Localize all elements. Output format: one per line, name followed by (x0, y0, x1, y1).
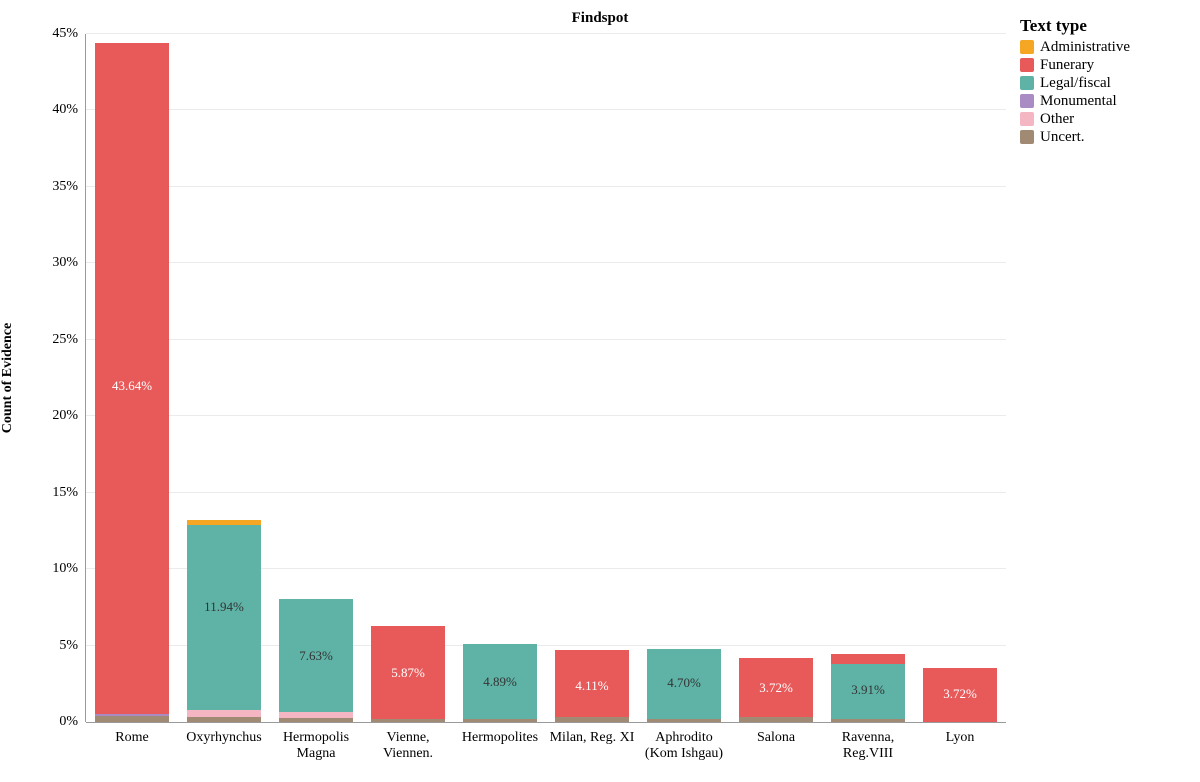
bar-stack (187, 520, 261, 722)
legend-swatch (1020, 130, 1034, 144)
bar-segment (739, 658, 813, 718)
chart-container: Findspot Count of Evidence 0%5%10%15%20%… (0, 0, 1200, 782)
y-axis-title: Count of Evidence (0, 323, 16, 433)
bar-segment (831, 664, 905, 719)
legend-swatch (1020, 76, 1034, 90)
bar-segment (463, 719, 537, 722)
bar-stack (555, 650, 629, 722)
bar-stack (95, 43, 169, 722)
bar-segment (739, 717, 813, 722)
legend-label: Monumental (1040, 92, 1117, 110)
bar-segment (279, 599, 353, 712)
x-tick-label: Oxyrhynchus (178, 730, 270, 746)
bars: 43.64%11.94%7.63%5.87%4.89%4.11%4.70%3.7… (86, 34, 1006, 722)
legend-label: Uncert. (1040, 128, 1085, 146)
legend-item: Other (1020, 110, 1130, 128)
bar-segment (187, 717, 261, 722)
legend-item: Monumental (1020, 92, 1130, 110)
legend-swatch (1020, 40, 1034, 54)
bar-group: 4.70% (647, 34, 721, 722)
legend-title: Text type (1020, 16, 1130, 36)
bar-segment (463, 644, 537, 719)
x-tick-label: HermopolisMagna (270, 730, 362, 762)
x-tick-label: Milan, Reg. XI (546, 730, 638, 746)
bar-segment (279, 718, 353, 722)
y-tick-label: 20% (52, 408, 86, 424)
bar-segment (647, 719, 721, 722)
bar-segment (555, 717, 629, 722)
bar-stack (463, 644, 537, 722)
legend-items: AdministrativeFuneraryLegal/fiscalMonume… (1020, 38, 1130, 146)
legend-label: Other (1040, 110, 1074, 128)
y-tick-label: 40% (52, 102, 86, 118)
bar-segment (95, 43, 169, 713)
legend-label: Funerary (1040, 56, 1094, 74)
bar-segment (95, 716, 169, 722)
legend-swatch (1020, 112, 1034, 126)
x-tick-label: Aphrodito(Kom Ishgau) (638, 730, 730, 762)
y-tick-label: 25% (52, 332, 86, 348)
legend: Text type AdministrativeFuneraryLegal/fi… (1020, 16, 1130, 146)
y-tick-label: 5% (59, 638, 86, 654)
bar-group: 11.94% (187, 34, 261, 722)
legend-item: Legal/fiscal (1020, 74, 1130, 92)
y-tick-label: 15% (52, 485, 86, 501)
bar-stack (739, 658, 813, 722)
bar-group: 7.63% (279, 34, 353, 722)
bar-group: 4.11% (555, 34, 629, 722)
x-tick-label: Ravenna,Reg.VIII (822, 730, 914, 762)
bar-segment (187, 710, 261, 718)
legend-item: Administrative (1020, 38, 1130, 56)
bar-group: 5.87% (371, 34, 445, 722)
legend-swatch (1020, 58, 1034, 72)
legend-label: Legal/fiscal (1040, 74, 1111, 92)
legend-item: Funerary (1020, 56, 1130, 74)
x-tick-label: Salona (730, 730, 822, 746)
bar-segment (923, 668, 997, 722)
y-tick-label: 0% (59, 714, 86, 730)
x-tick-label: Rome (86, 730, 178, 746)
bar-stack (647, 649, 721, 722)
bar-segment (371, 719, 445, 722)
legend-swatch (1020, 94, 1034, 108)
bar-segment (555, 650, 629, 717)
bar-stack (371, 626, 445, 722)
plot-area: 0%5%10%15%20%25%30%35%40%45% 43.64%11.94… (86, 34, 1006, 722)
x-axis-line (86, 722, 1006, 723)
bar-segment (371, 626, 445, 718)
bar-group: 3.72% (739, 34, 813, 722)
legend-item: Uncert. (1020, 128, 1130, 146)
bar-segment (831, 719, 905, 722)
bar-group: 3.91% (831, 34, 905, 722)
y-tick-label: 10% (52, 561, 86, 577)
legend-label: Administrative (1040, 38, 1130, 56)
y-tick-label: 45% (52, 26, 86, 42)
bar-segment (647, 649, 721, 719)
bar-stack (923, 668, 997, 722)
bar-segment (187, 525, 261, 710)
x-tick-label: Lyon (914, 730, 1006, 746)
x-tick-label: Vienne,Viennen. (362, 730, 454, 762)
y-tick-label: 30% (52, 255, 86, 271)
bar-stack (279, 599, 353, 722)
x-tick-label: Hermopolites (454, 730, 546, 746)
bar-group: 3.72% (923, 34, 997, 722)
bar-segment (831, 654, 905, 664)
bar-group: 43.64% (95, 34, 169, 722)
y-tick-label: 35% (52, 179, 86, 195)
bar-stack (831, 654, 905, 722)
bar-group: 4.89% (463, 34, 537, 722)
